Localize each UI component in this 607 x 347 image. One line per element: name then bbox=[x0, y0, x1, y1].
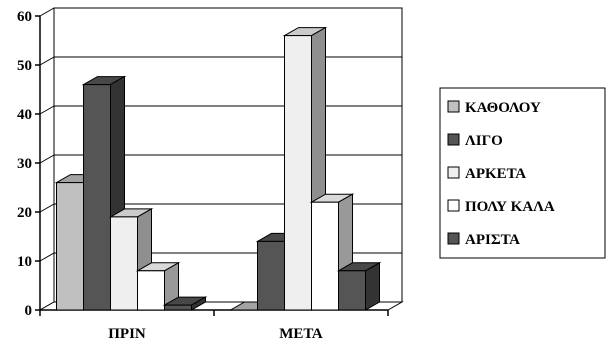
y-tick-label: 50 bbox=[17, 58, 32, 74]
legend-label: ΚΑΘΟΛΟΥ bbox=[465, 100, 541, 116]
legend-item: ΠΟΛΥ ΚΑΛΑ bbox=[447, 199, 555, 215]
gridline-side bbox=[39, 154, 55, 164]
bar-front bbox=[257, 240, 285, 311]
gridline-side bbox=[39, 56, 55, 66]
bar-front bbox=[83, 84, 111, 311]
gridline-side bbox=[39, 203, 55, 213]
x-axis-categories: ΠΡΙΝ ΜΕΤΑ bbox=[108, 326, 323, 342]
legend-swatch bbox=[447, 166, 460, 179]
bar-front bbox=[110, 216, 138, 311]
legend-swatch bbox=[447, 133, 460, 146]
bar-side bbox=[365, 261, 380, 311]
x-category-label: ΜΕΤΑ bbox=[279, 326, 323, 342]
y-tick-label: 0 bbox=[25, 303, 33, 319]
gridline-side bbox=[39, 105, 55, 115]
y-tick-label: 30 bbox=[17, 156, 32, 172]
legend-box bbox=[439, 87, 606, 259]
legend-item: ΚΑΘΟΛΟΥ bbox=[447, 100, 541, 116]
bar-front bbox=[311, 201, 339, 311]
legend-label: ΛΙΓΟ bbox=[465, 133, 503, 149]
legend-label: ΑΡΙΣΤΑ bbox=[465, 232, 520, 248]
bar-front bbox=[284, 35, 312, 311]
y-tick-label: 60 bbox=[17, 9, 32, 25]
bar-group bbox=[54, 26, 382, 311]
legend-item: ΑΡΙΣΤΑ bbox=[447, 232, 520, 248]
bar-front bbox=[56, 182, 84, 311]
legend-item: ΑΡΚΕΤΑ bbox=[447, 166, 526, 182]
gridline-side bbox=[39, 7, 55, 17]
x-category-label: ΠΡΙΝ bbox=[108, 326, 146, 342]
legend-label: ΠΟΛΥ ΚΑΛΑ bbox=[465, 199, 555, 215]
legend-swatch bbox=[447, 100, 460, 113]
bar bbox=[336, 261, 382, 311]
y-axis-ticks: 0 10 20 30 40 50 60 bbox=[17, 9, 40, 319]
legend: ΚΑΘΟΛΟΥ ΛΙΓΟ ΑΡΚΕΤΑ ΠΟΛΥ ΚΑΛΑ ΑΡΙΣΤΑ bbox=[439, 87, 606, 259]
bar-front bbox=[164, 304, 192, 311]
y-tick-label: 10 bbox=[17, 254, 32, 270]
bar-front bbox=[137, 270, 165, 311]
y-tick-label: 20 bbox=[17, 205, 32, 221]
gridline-side bbox=[39, 252, 55, 262]
legend-label: ΑΡΚΕΤΑ bbox=[465, 166, 526, 182]
y-tick-label: 40 bbox=[17, 107, 32, 123]
legend-item: ΛΙΓΟ bbox=[447, 133, 503, 149]
legend-swatch bbox=[447, 199, 460, 212]
bar-front bbox=[338, 270, 366, 311]
bar bbox=[162, 296, 208, 311]
bar bbox=[135, 261, 181, 311]
legend-swatch bbox=[447, 232, 460, 245]
